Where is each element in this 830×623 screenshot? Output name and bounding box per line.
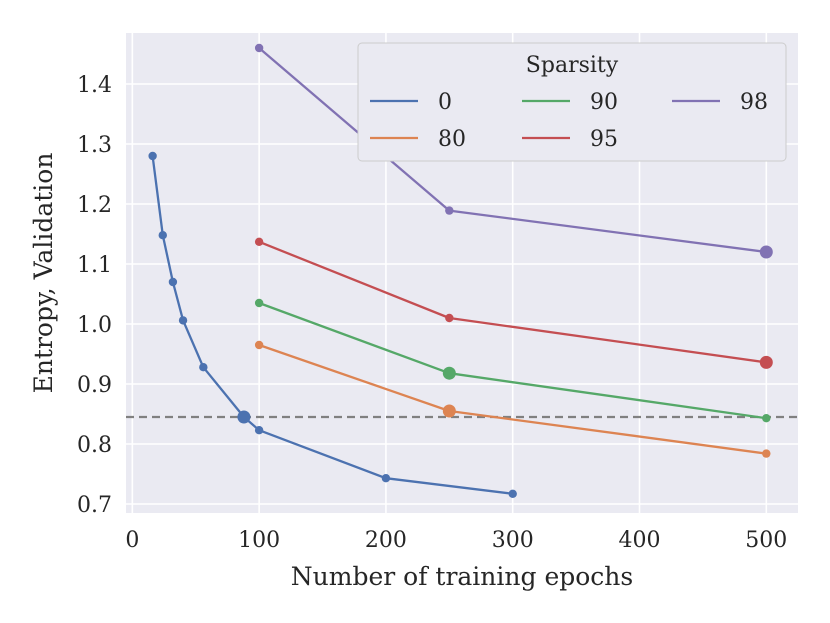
y-axis-label: Entropy, Validation	[29, 153, 58, 394]
x-tick-label: 100	[238, 528, 280, 553]
series-90	[254, 298, 771, 423]
y-tick-label: 0.9	[77, 373, 112, 398]
highlight-point	[759, 245, 773, 259]
legend-title: Sparsity	[526, 53, 619, 78]
legend-item-98: 98	[672, 90, 768, 115]
legend-label: 80	[438, 127, 466, 152]
data-point	[199, 363, 208, 372]
x-tick-label: 0	[125, 528, 139, 553]
legend: Sparsity 0 80 90 95 98	[357, 42, 787, 162]
series-98	[254, 43, 773, 259]
series-95	[254, 237, 773, 369]
x-tick-label: 300	[492, 528, 534, 553]
series-80	[254, 340, 771, 458]
y-tick-label: 0.7	[77, 493, 112, 518]
data-point	[445, 313, 454, 323]
legend-item-90: 90	[522, 90, 618, 115]
legend-label: 95	[590, 127, 618, 152]
y-tick-label: 1.2	[77, 193, 112, 218]
x-tick-label: 500	[745, 528, 787, 553]
highlight-point	[442, 404, 456, 418]
data-point	[381, 474, 391, 483]
y-tick-label: 1.4	[77, 73, 112, 98]
data-point	[254, 298, 264, 308]
legend-item-0: 0	[370, 90, 452, 115]
series-layer	[148, 43, 773, 498]
y-tick-label: 1.3	[77, 133, 112, 158]
data-point	[158, 231, 167, 240]
legend-item-80: 80	[370, 127, 466, 152]
data-point	[168, 277, 178, 287]
legend-label: 90	[590, 90, 618, 115]
data-point	[445, 206, 454, 215]
y-tick-label: 1.1	[77, 253, 112, 278]
x-tick-label: 400	[619, 528, 661, 553]
data-point	[178, 316, 188, 325]
legend-label: 98	[740, 90, 768, 115]
highlight-point	[237, 410, 251, 424]
y-tick-label: 1.0	[77, 313, 112, 338]
data-point	[148, 151, 157, 161]
data-point	[254, 340, 264, 350]
y-tick-labels: 0.7 0.8 0.9 1.0 1.1 1.2 1.3 1.4	[77, 73, 112, 518]
series-0	[148, 151, 517, 498]
legend-label: 0	[438, 90, 452, 115]
data-point	[254, 237, 264, 246]
data-point	[508, 489, 517, 498]
x-tick-labels: 0 100 200 300 400 500	[125, 528, 787, 553]
data-point	[254, 43, 264, 53]
x-tick-label: 200	[365, 528, 407, 553]
highlight-point	[442, 366, 456, 380]
legend-items: 0 80 90 95 98	[370, 90, 768, 152]
y-tick-label: 0.8	[77, 433, 112, 458]
data-point	[762, 414, 771, 423]
legend-item-95: 95	[522, 127, 618, 152]
data-point	[254, 426, 264, 435]
x-axis-label: Number of training epochs	[291, 562, 633, 591]
legend-box	[357, 42, 787, 162]
data-point	[762, 449, 771, 458]
highlight-point	[759, 355, 773, 369]
